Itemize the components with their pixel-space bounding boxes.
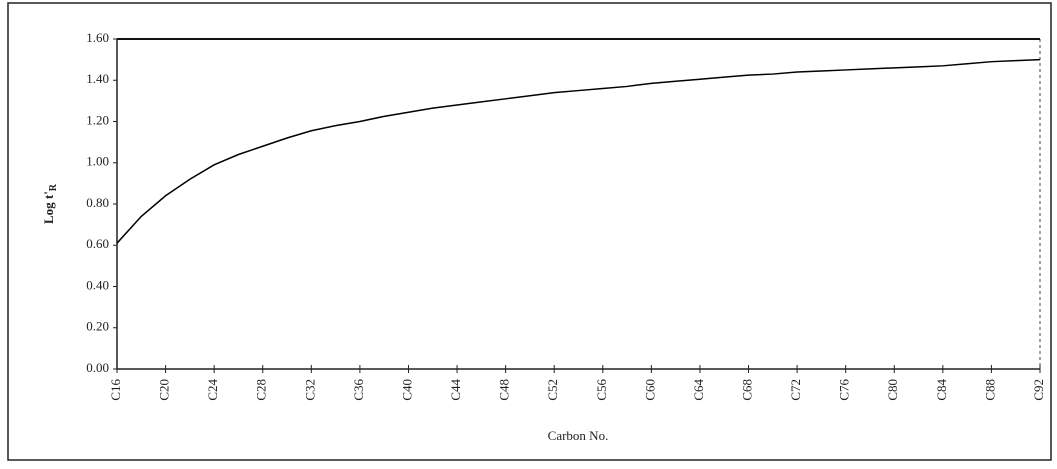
y-tick-label: 0.40 <box>86 277 109 292</box>
x-tick-label: C24 <box>205 379 220 401</box>
x-tick-label: C20 <box>157 379 172 401</box>
y-tick-label: 1.40 <box>86 71 109 86</box>
x-tick-label: C40 <box>399 379 414 401</box>
data-line <box>117 60 1040 244</box>
x-tick-label: C84 <box>934 379 949 401</box>
y-axis-title-sub: R <box>48 183 59 191</box>
y-tick-label: 0.60 <box>86 236 109 251</box>
y-tick-label: 0.00 <box>86 360 109 375</box>
y-tick-label: 0.80 <box>86 195 109 210</box>
y-axis-title-main: Log t' <box>41 191 56 224</box>
x-tick-label: C76 <box>837 379 852 401</box>
x-tick-label: C88 <box>982 379 997 401</box>
x-tick-label: C72 <box>788 379 803 401</box>
y-tick-label: 0.20 <box>86 319 109 334</box>
x-tick-label: C60 <box>642 379 657 401</box>
x-tick-label: C28 <box>254 379 269 401</box>
x-tick-label: C44 <box>448 379 463 401</box>
x-tick-label: C68 <box>740 379 755 401</box>
x-tick-label: C92 <box>1031 379 1046 401</box>
chart: Carbon No. Log t'R 0.00 0.20 0.40 0.60 0.80 1… <box>0 0 1057 464</box>
x-tick-label: C80 <box>885 379 900 401</box>
x-tick-label: C48 <box>497 379 512 401</box>
y-tick-label: 1.20 <box>86 112 109 127</box>
x-tick-label: C56 <box>594 379 609 401</box>
x-tick-label: C16 <box>108 379 123 401</box>
y-tick-label: 1.00 <box>86 154 109 169</box>
x-axis-title: Carbon No. <box>548 428 609 443</box>
x-tick-label: C36 <box>351 379 366 401</box>
x-tick-label: C32 <box>302 379 317 401</box>
y-tick-label: 1.60 <box>86 30 109 45</box>
x-tick-label: C64 <box>691 379 706 401</box>
x-tick-label: C52 <box>545 379 560 401</box>
y-axis-title: Log t'R <box>41 183 59 224</box>
